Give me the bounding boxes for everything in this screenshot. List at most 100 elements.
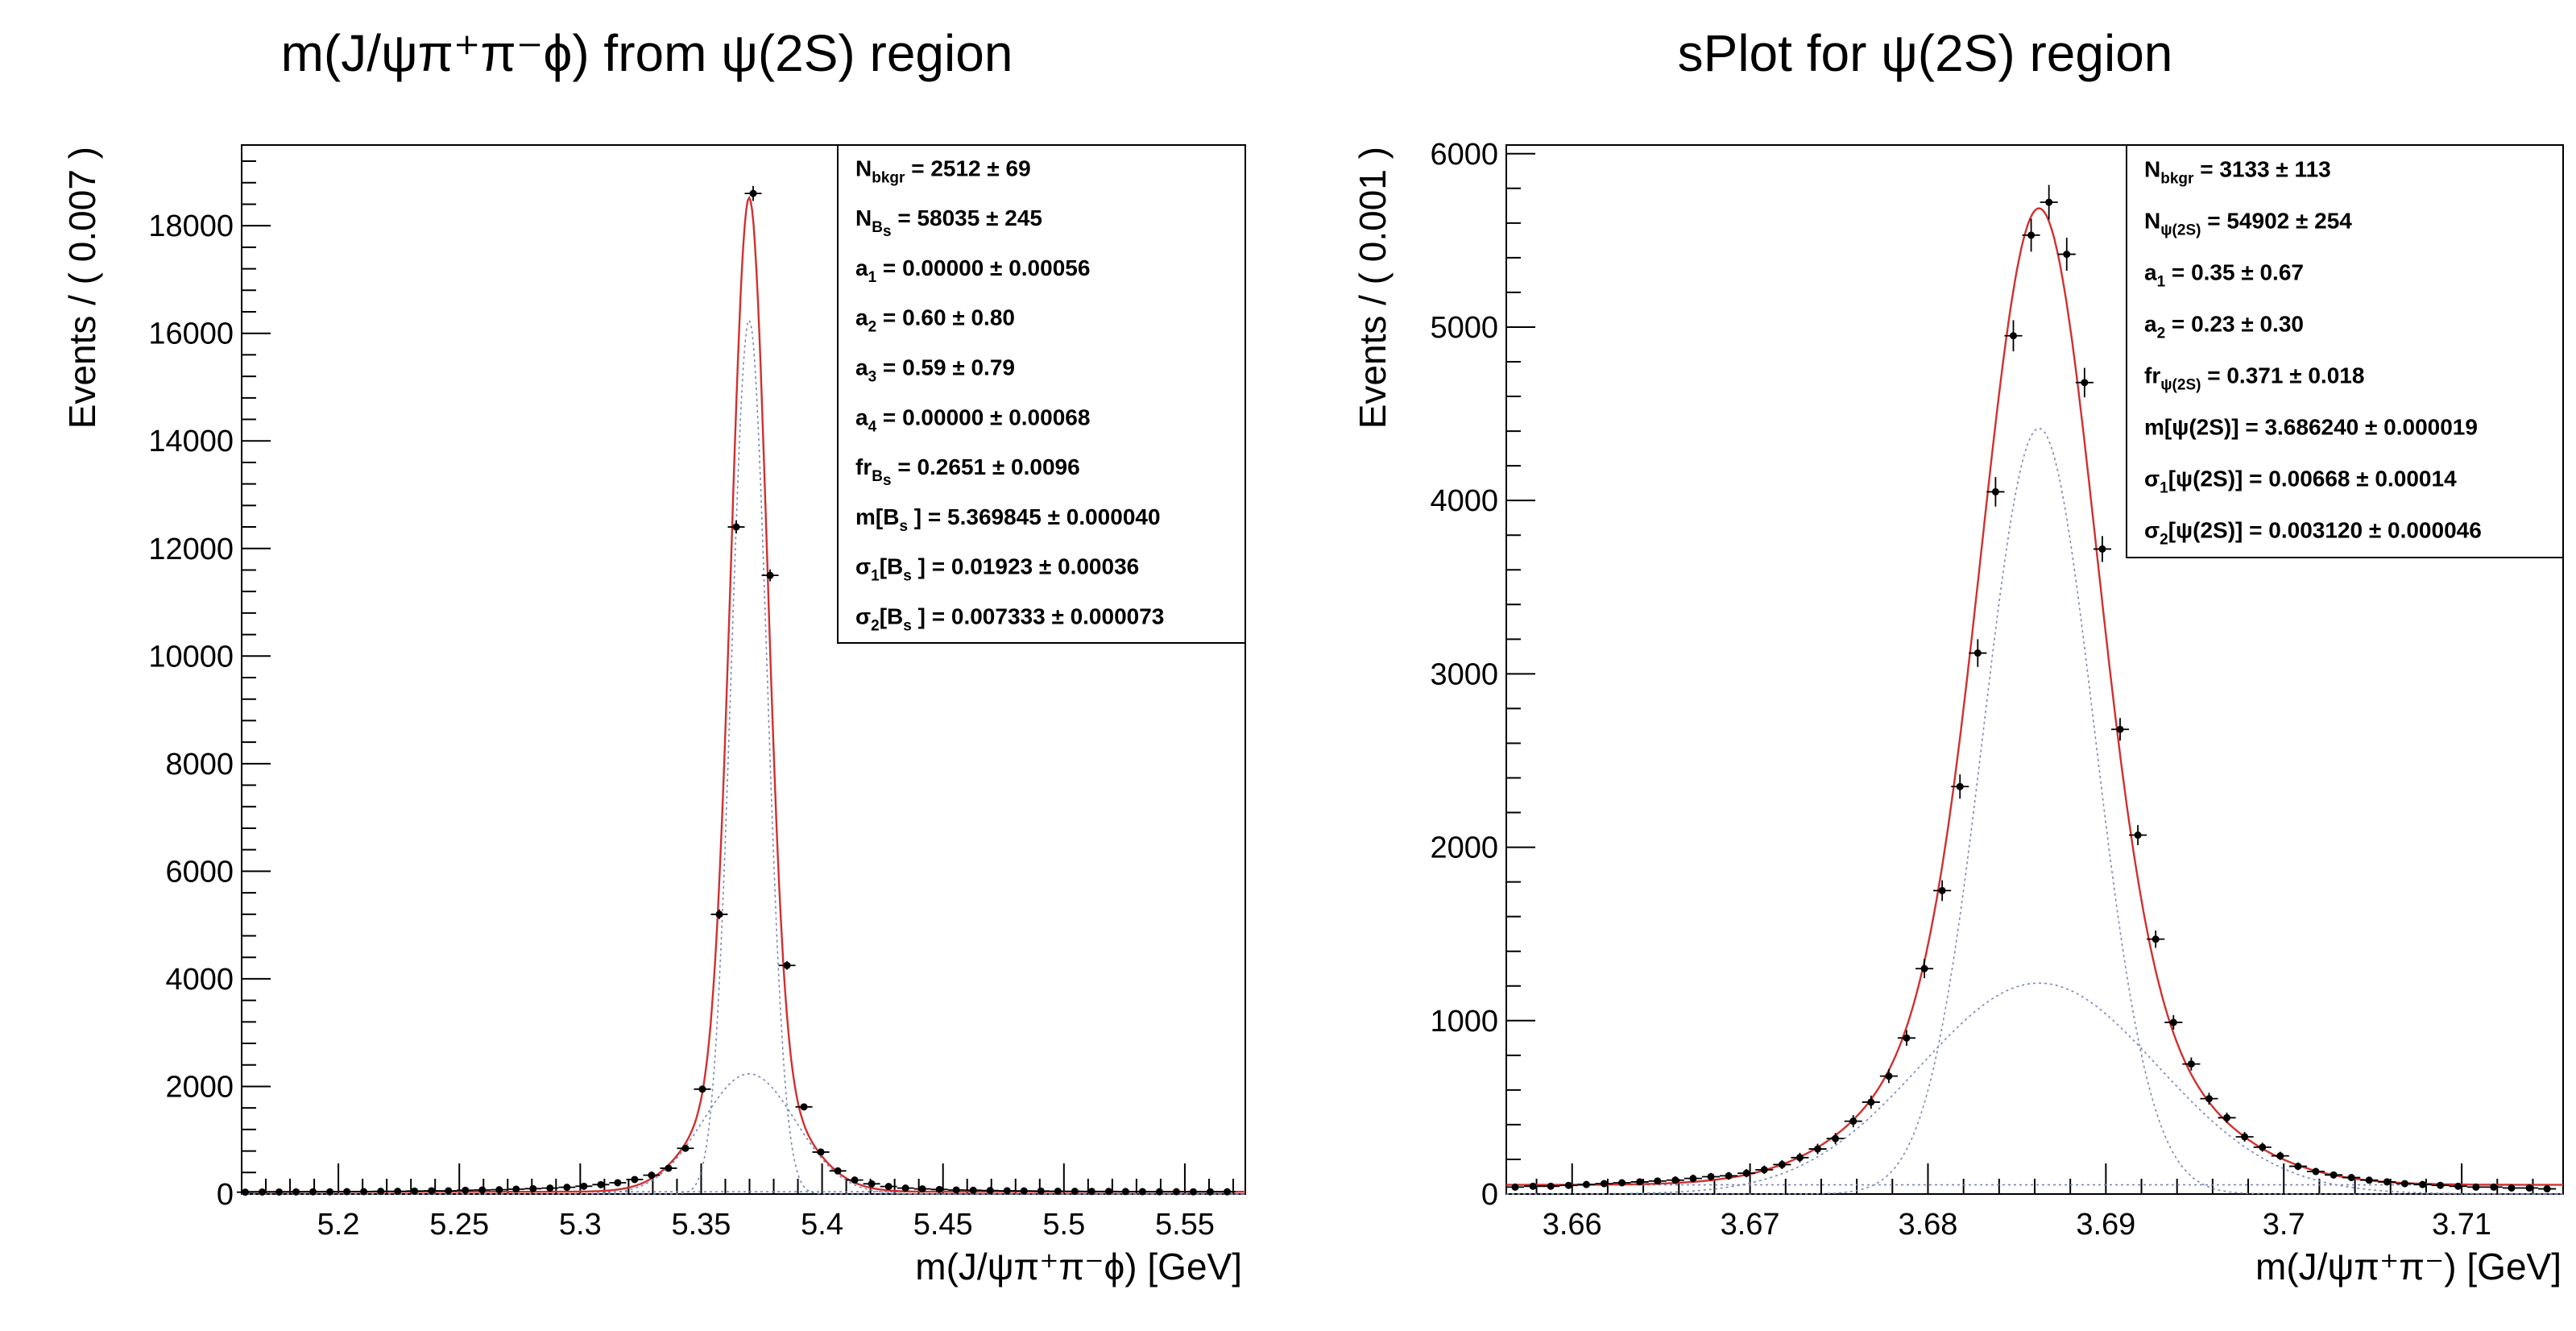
data-point xyxy=(1218,1188,1236,1196)
data-point xyxy=(271,1188,288,1196)
data-point xyxy=(2075,367,2094,398)
data-point xyxy=(1133,1188,1151,1196)
data-point xyxy=(254,1188,271,1196)
stats-entry: a1 = 0.00000 ± 0.00056 xyxy=(855,255,1090,286)
data-point xyxy=(2431,1181,2450,1189)
data-point xyxy=(1613,1179,1631,1187)
panel-left: m(J/ψπ⁺π⁻ϕ) from ψ(2S) region 5.2 5.25 5.3… xyxy=(61,24,1246,1287)
data-point xyxy=(1184,1188,1202,1196)
data-point xyxy=(2200,1093,2218,1105)
data-point xyxy=(710,909,728,919)
data-point xyxy=(1791,1152,1809,1163)
right-x-axis-title: m(J/ψπ⁺π⁻) [GeV] xyxy=(2255,1246,2562,1287)
data-point xyxy=(1201,1188,1219,1196)
left-x-axis-title: m(J/ψπ⁺π⁻ϕ) [GeV] xyxy=(915,1246,1242,1287)
data-point xyxy=(660,1164,677,1172)
stats-entry: m[Bs ] = 5.369845 ± 0.000040 xyxy=(855,504,1161,535)
data-point xyxy=(2484,1183,2503,1191)
data-point xyxy=(1844,1115,1862,1128)
data-point xyxy=(2449,1182,2467,1190)
x-tick-label: 3.68 xyxy=(1898,1208,1957,1242)
y-tick-label: 14000 xyxy=(148,425,234,458)
data-point xyxy=(2004,320,2023,352)
stats-entry: a2 = 0.23 ± 0.30 xyxy=(2144,312,2304,342)
data-point xyxy=(609,1179,627,1187)
data-point xyxy=(1915,959,1934,979)
data-point xyxy=(1897,1030,1916,1046)
data-point xyxy=(1862,1095,1880,1109)
data-point xyxy=(2164,1014,2183,1030)
data-point xyxy=(1826,1133,1845,1145)
data-point xyxy=(1524,1182,1543,1190)
data-point xyxy=(2022,218,2040,252)
data-point xyxy=(1773,1159,1791,1170)
data-point xyxy=(1542,1182,1560,1190)
data-point xyxy=(778,960,796,970)
x-tick-label: 5.55 xyxy=(1155,1208,1215,1242)
data-point xyxy=(744,185,762,201)
data-point xyxy=(1666,1176,1684,1184)
right-plot-area: 3.66 3.67 3.68 3.69 3.7 3.71 0 1000 2000 3000 4000… xyxy=(1430,138,2563,1242)
y-tick-label: 0 xyxy=(217,1178,234,1212)
data-point xyxy=(1630,1178,1649,1186)
y-tick-label: 4000 xyxy=(1430,484,1498,518)
data-point xyxy=(2288,1162,2307,1171)
data-point xyxy=(1150,1188,1168,1196)
data-point xyxy=(846,1176,863,1184)
data-point xyxy=(643,1171,661,1180)
y-tick-label: 6000 xyxy=(1430,138,1498,172)
data-point xyxy=(406,1187,424,1195)
left-plot-area: 5.2 5.25 5.3 5.35 5.4 5.45 5.5 5.55 0 2000 4000 600… xyxy=(148,160,1245,1242)
data-point xyxy=(1701,1172,1721,1181)
data-point xyxy=(626,1176,644,1184)
y-tick-label: 6000 xyxy=(165,855,234,889)
data-point xyxy=(1951,774,1969,799)
data-point xyxy=(2413,1180,2432,1188)
fit-component-narrow xyxy=(1506,427,2563,1195)
y-tick-label: 8000 xyxy=(165,748,234,782)
stats-entry: σ2[ψ(2S)] = 0.003120 ± 0.000046 xyxy=(2144,518,2482,549)
data-point xyxy=(930,1185,948,1193)
data-point xyxy=(2129,825,2147,846)
data-point xyxy=(524,1184,542,1192)
data-point xyxy=(355,1188,373,1196)
stats-entry: frψ(2S) = 0.371 ± 0.018 xyxy=(2144,363,2364,394)
data-point xyxy=(1049,1188,1066,1196)
x-tick-label: 3.67 xyxy=(1721,1208,1780,1242)
data-point xyxy=(795,1103,813,1111)
data-point xyxy=(2306,1167,2325,1176)
data-point xyxy=(2378,1178,2396,1186)
data-point xyxy=(1032,1187,1050,1195)
y-tick-label: 12000 xyxy=(148,533,234,566)
data-point xyxy=(1577,1180,1596,1188)
data-point xyxy=(829,1167,847,1175)
data-point xyxy=(2520,1184,2539,1192)
stats-entry: Nbkgr = 2512 ± 69 xyxy=(855,155,1031,186)
data-point xyxy=(694,1085,711,1093)
left-y-axis-title: Events / ( 0.007 ) xyxy=(61,147,103,429)
data-point xyxy=(913,1185,931,1193)
fit-component-wide xyxy=(1506,982,2563,1195)
data-point xyxy=(338,1188,356,1196)
x-tick-label: 5.25 xyxy=(429,1208,489,1242)
x-tick-label: 5.45 xyxy=(913,1208,973,1242)
left-title: m(J/ψπ⁺π⁻ϕ) from ψ(2S) region xyxy=(281,24,1013,82)
right-y-axis-title: Events / ( 0.001 ) xyxy=(1352,147,1394,429)
data-point xyxy=(1083,1188,1100,1196)
data-point xyxy=(2502,1184,2520,1192)
data-point xyxy=(1879,1069,1898,1084)
data-point xyxy=(2093,536,2111,562)
data-point xyxy=(2466,1183,2485,1191)
x-tick-label: 3.69 xyxy=(2076,1208,2135,1242)
data-point xyxy=(2235,1131,2254,1142)
data-point xyxy=(2325,1171,2343,1179)
right-fit-stats-box: Nbkgr = 3133 ± 113 Nψ(2S) = 54902 ± 254 a1… xyxy=(2126,144,2564,558)
data-point xyxy=(389,1188,407,1196)
data-point xyxy=(998,1187,1016,1195)
data-point xyxy=(1755,1165,1774,1175)
x-tick-label: 5.35 xyxy=(671,1208,731,1242)
data-point xyxy=(677,1144,694,1152)
fit-component-wide xyxy=(242,1072,1245,1195)
data-point xyxy=(1595,1180,1613,1188)
y-tick-label: 1000 xyxy=(1430,1005,1498,1039)
